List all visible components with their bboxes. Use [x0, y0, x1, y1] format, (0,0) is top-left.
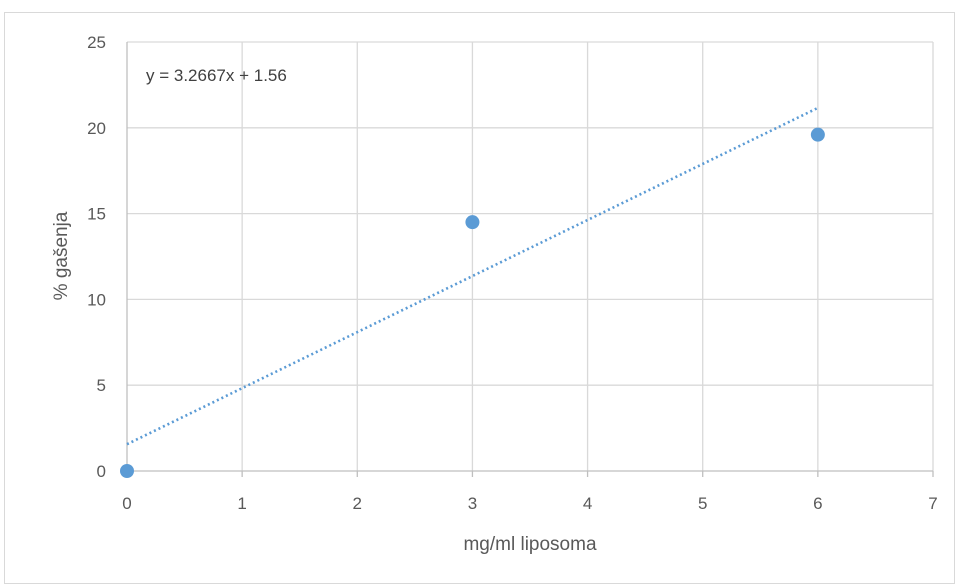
data-points [120, 127, 825, 478]
trendline [126, 106, 819, 446]
x-tick-label: 5 [698, 494, 707, 513]
x-tick-label: 1 [237, 494, 246, 513]
chart-area [4, 12, 955, 584]
data-point [120, 464, 134, 478]
y-tick-label: 5 [97, 376, 106, 395]
gridlines [127, 41, 934, 471]
trendline-equation: y = 3.2667x + 1.56 [146, 66, 287, 85]
x-tick-label: 0 [122, 494, 131, 513]
data-point [465, 215, 480, 230]
x-tick-label: 2 [353, 494, 362, 513]
y-tick-label: 25 [87, 33, 106, 52]
y-tick-label: 10 [87, 290, 106, 309]
tick-labels: 0 1 2 3 4 5 6 7 0 5 10 15 20 25 [87, 33, 938, 513]
y-tick-label: 20 [87, 119, 106, 138]
y-tick-label: 15 [87, 205, 106, 224]
x-tick-label: 6 [813, 494, 822, 513]
axes [126, 42, 934, 477]
x-tick-label: 7 [928, 494, 937, 513]
trendline-line [126, 106, 819, 446]
x-axis-title: mg/ml liposoma [463, 534, 596, 555]
x-tick-label: 4 [583, 494, 592, 513]
x-tick-label: 3 [468, 494, 477, 513]
data-point [810, 127, 825, 142]
y-axis-title: % gašenja [51, 211, 72, 300]
y-tick-label: 0 [97, 462, 106, 481]
